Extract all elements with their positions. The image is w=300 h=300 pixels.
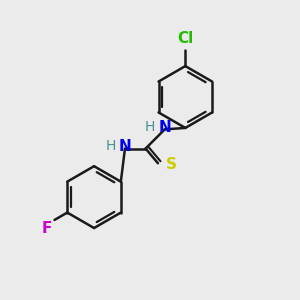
Text: H: H bbox=[105, 139, 116, 153]
Text: S: S bbox=[166, 157, 177, 172]
Text: N: N bbox=[158, 119, 171, 134]
Text: H: H bbox=[145, 120, 155, 134]
Text: Cl: Cl bbox=[177, 32, 194, 46]
Text: F: F bbox=[41, 221, 52, 236]
Text: N: N bbox=[118, 139, 131, 154]
